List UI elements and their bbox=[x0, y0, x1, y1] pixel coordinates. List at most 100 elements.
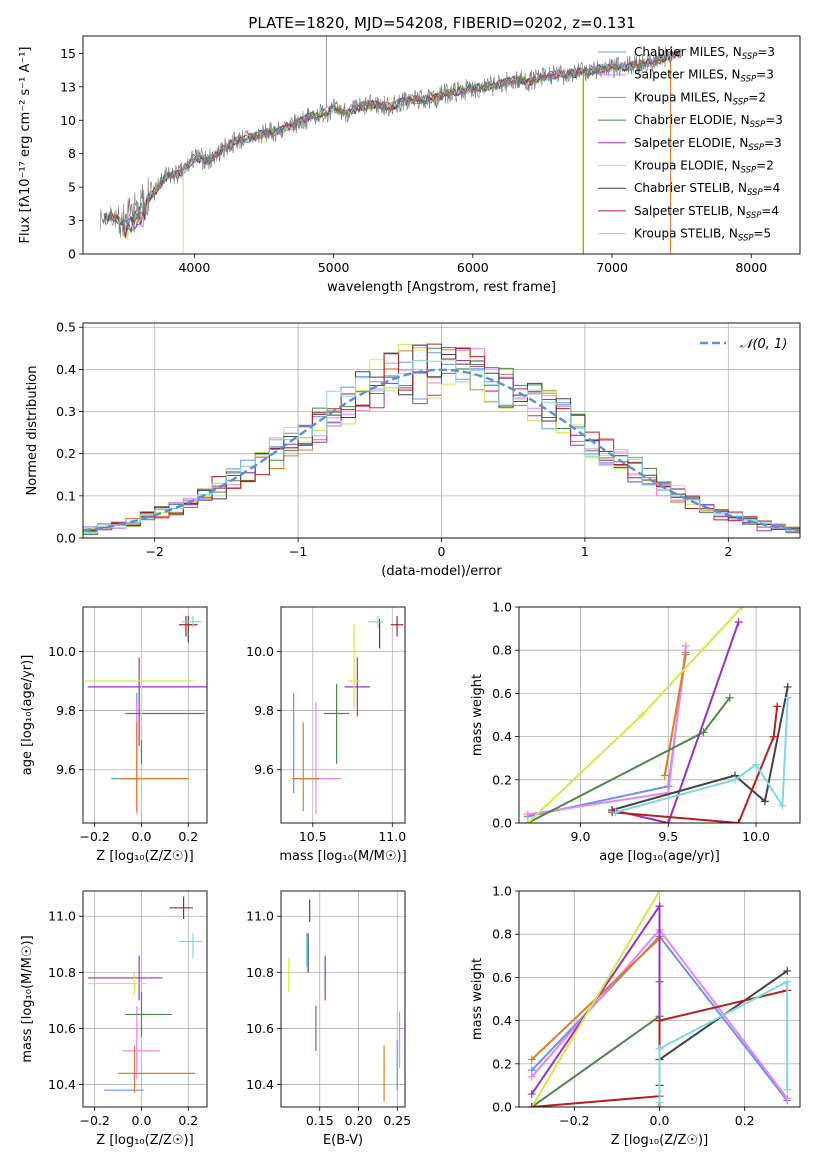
mass_vs_Z-xtick-label: 0.0 bbox=[132, 1113, 152, 1128]
mass_weight_vs_age-marker-chabrier_stelib bbox=[783, 682, 792, 691]
mass_vs_ebv-xtick-label: 0.15 bbox=[306, 1113, 334, 1128]
mass_vs_Z-xtick-label: −0.2 bbox=[80, 1113, 110, 1128]
mass_weight_vs_age-marker-chabrier_elodie bbox=[725, 693, 734, 702]
age_vs_Z-frame bbox=[82, 606, 208, 824]
residual-legend-label: 𝒩(0, 1) bbox=[740, 337, 787, 352]
mass_weight_vs_Z-marker-salpeter_elodie bbox=[655, 902, 664, 911]
mass_weight_vs_age-marker-salpeter_stelib bbox=[769, 732, 778, 741]
spectrum-xtick-label: 6000 bbox=[457, 260, 489, 275]
spectrum-xtick-label: 7000 bbox=[596, 260, 628, 275]
spectrum-model-chabrier_miles bbox=[103, 50, 682, 232]
residual-histogram-salpeter_stelib bbox=[83, 343, 800, 533]
mass_weight_vs_age-frame bbox=[518, 606, 801, 824]
mass_weight_vs_age-xlabel: age [log₁₀(age/yr)] bbox=[599, 849, 720, 864]
mass_weight_vs_Z-marker-salpeter_stelib bbox=[655, 1016, 664, 1025]
spectrum-ytick-label: 8 bbox=[68, 146, 76, 161]
mass_weight_vs_Z-xlabel: Z [log₁₀(Z/Z☉)] bbox=[611, 1133, 708, 1148]
spectrum-legend: Chabrier MILES, NSSP=3 Salpeter MILES, NS… bbox=[598, 45, 783, 244]
mass_vs_Z-xtick-label: 0.2 bbox=[178, 1113, 198, 1128]
spectrum-legend-label: Kroupa STELIB, NSSP=5 bbox=[634, 227, 771, 244]
mass_vs_ebv-ytick-label: 10.8 bbox=[246, 965, 274, 980]
mass_weight_vs_Z-ytick-label: 0.6 bbox=[492, 970, 512, 985]
mass_weight_vs_Z-xtick-label: 0.0 bbox=[650, 1113, 670, 1128]
mass_vs_Z-ytick-label: 10.8 bbox=[48, 965, 76, 980]
mass_weight_vs_Z-marker-kroupa_elodie bbox=[655, 891, 664, 895]
mass_weight_vs_Z-ylabel: mass weight bbox=[470, 958, 485, 1040]
residuals-ytick-label: 0.3 bbox=[56, 404, 76, 419]
mass_vs_Z-plot-area bbox=[87, 896, 203, 1093]
age_vs_mass-xtick-label: 10.5 bbox=[299, 829, 327, 844]
spectrum-axes: 4000 5000 6000 7000 8000 0 3 5 8 10 13 15 wavelength… bbox=[18, 35, 801, 295]
spectrum-plot-area bbox=[99, 36, 682, 254]
residuals-ytick-label: 0.0 bbox=[56, 531, 76, 546]
residuals-axes: −2 −1 0 1 2 0.0 0.1 0.2 0.3 0.4 0.5 (data-model)/er… bbox=[25, 320, 801, 579]
residuals-xtick-label: −1 bbox=[289, 544, 307, 559]
age_vs_mass-ytick-label: 9.6 bbox=[254, 762, 274, 777]
spectrum-xtick-label: 4000 bbox=[178, 260, 210, 275]
mass_vs_ebv-frame bbox=[280, 890, 406, 1108]
age_vs_Z-xtick-label: 0.2 bbox=[178, 829, 198, 844]
spectrum-model-salpeter_miles bbox=[103, 50, 682, 232]
spectrum-ytick-label: 0 bbox=[68, 247, 76, 262]
mass_weight_vs_age-marker-salpeter_miles bbox=[523, 810, 532, 819]
mass_weight_vs_Z-line-salpeter_elodie bbox=[530, 902, 661, 1107]
mass_weight_vs_age-ytick-label: 0.4 bbox=[492, 729, 512, 744]
mass_vs_Z-axes: −0.2 0.0 0.2 10.4 10.6 10.8 11.0 Z [log₁₀(Z/Z☉)… bbox=[20, 890, 208, 1148]
mass_weight_vs_Z-marker-kroupa_miles bbox=[527, 1055, 536, 1064]
mass_weight_vs_Z-marker-salpeter_stelib bbox=[527, 1103, 536, 1107]
mass_weight_vs_age-marker-kroupa_miles bbox=[681, 650, 690, 659]
spectrum-ylabel: Flux [fλ10⁻¹⁷ erg cm⁻² s⁻¹ A⁻¹] bbox=[18, 47, 33, 244]
spectrum-model-chabrier_elodie bbox=[103, 48, 682, 231]
mass_weight_vs_Z-ytick-label: 0.8 bbox=[492, 927, 512, 942]
mass_weight_vs_Z-ytick-label: 0.0 bbox=[492, 1100, 512, 1115]
mass_weight_vs_Z-line-chabrier_stelib bbox=[658, 970, 788, 1086]
mass_vs_Z-ytick-label: 11.0 bbox=[48, 909, 76, 924]
mass_weight_vs_age-marker-kroupa_elodie bbox=[637, 711, 646, 719]
spectrum-model-kroupa_stelib bbox=[103, 50, 682, 231]
residuals-ytick-label: 0.4 bbox=[56, 362, 76, 377]
spectrum-model-salpeter_stelib bbox=[103, 50, 682, 239]
age_vs_mass-axes: 10.5 11.0 9.6 9.8 10.0 mass [log₁₀(M/M☉)] bbox=[246, 606, 407, 864]
residuals-xtick-label: 0 bbox=[438, 544, 446, 559]
mass_weight_vs_Z-marker-chabrier_stelib bbox=[783, 966, 792, 975]
mass_weight_vs_Z-line-kroupa_elodie bbox=[530, 891, 661, 1107]
mass_weight_vs_age-axes: 9.0 9.5 10.0 0.0 0.2 0.4 0.6 0.8 1.0 age [log₁₀(a… bbox=[470, 600, 801, 864]
mass_vs_Z-xlabel: Z [log₁₀(Z/Z☉)] bbox=[96, 1133, 193, 1148]
age_vs_Z-ytick-label: 9.6 bbox=[56, 762, 76, 777]
mass_vs_ebv-axes: 0.15 0.20 0.25 10.4 10.6 10.8 11.0 E(B-V) bbox=[246, 890, 411, 1148]
spectrum-ytick-label: 13 bbox=[60, 79, 76, 94]
mass_weight_vs_age-line-chabrier_miles bbox=[527, 652, 687, 818]
mass_weight_vs_Z-plot-area bbox=[527, 891, 792, 1107]
mass_weight_vs_Z-line-kroupa_stelib bbox=[658, 980, 789, 1103]
age_vs_Z-axes: −0.2 0.0 0.2 9.6 9.8 10.0 Z [log₁₀(Z/Z☉)] age [… bbox=[20, 606, 208, 864]
spectrum-model-salpeter_elodie bbox=[103, 50, 682, 236]
mass_weight_vs_age-line-kroupa_elodie bbox=[527, 607, 743, 823]
spectrum-legend-label: Salpeter STELIB, NSSP=4 bbox=[634, 204, 779, 221]
spectrum-legend-label: Chabrier MILES, NSSP=3 bbox=[634, 45, 775, 62]
mass_weight_vs_age-ytick-label: 1.0 bbox=[492, 600, 512, 615]
age_vs_mass-xtick-label: 11.0 bbox=[378, 829, 406, 844]
spectrum-xtick-label: 5000 bbox=[318, 260, 350, 275]
mass_weight_vs_age-plot-area bbox=[523, 607, 792, 823]
mass_weight_vs_age-line-salpeter_stelib bbox=[612, 706, 779, 823]
residuals-ytick-label: 0.1 bbox=[56, 488, 76, 503]
age_vs_Z-ytick-label: 10.0 bbox=[48, 644, 76, 659]
age_vs_mass-xlabel: mass [log₁₀(M/M☉)] bbox=[279, 849, 406, 864]
spectrum-legend-label: Salpeter ELODIE, NSSP=3 bbox=[634, 136, 782, 153]
spectrum-legend-label: Chabrier ELODIE, NSSP=3 bbox=[634, 113, 783, 130]
spectrum-observed-line bbox=[99, 45, 675, 238]
residuals-ytick-label: 0.5 bbox=[56, 320, 76, 335]
mass_weight_vs_age-marker-salpeter_stelib bbox=[773, 702, 782, 711]
spectrum-ytick-label: 10 bbox=[60, 113, 76, 128]
mass_vs_ebv-xtick-label: 0.25 bbox=[383, 1113, 411, 1128]
age_vs_Z-xtick-label: 0.0 bbox=[132, 829, 152, 844]
mass_weight_vs_age-xtick-label: 10.0 bbox=[742, 829, 770, 844]
mass_vs_ebv-ytick-label: 10.6 bbox=[246, 1021, 274, 1036]
spectrum-legend-label: Kroupa ELODIE, NSSP=2 bbox=[634, 159, 774, 176]
mass_weight_vs_Z-marker-kroupa_stelib bbox=[655, 1044, 664, 1053]
mass_weight_vs_age-line-chabrier_stelib bbox=[611, 686, 789, 811]
spectrum-model-kroupa_miles bbox=[103, 48, 682, 235]
residuals-xlabel: (data-model)/error bbox=[381, 564, 502, 579]
age_vs_Z-ylabel: age [log₁₀(age/yr)] bbox=[20, 655, 35, 776]
